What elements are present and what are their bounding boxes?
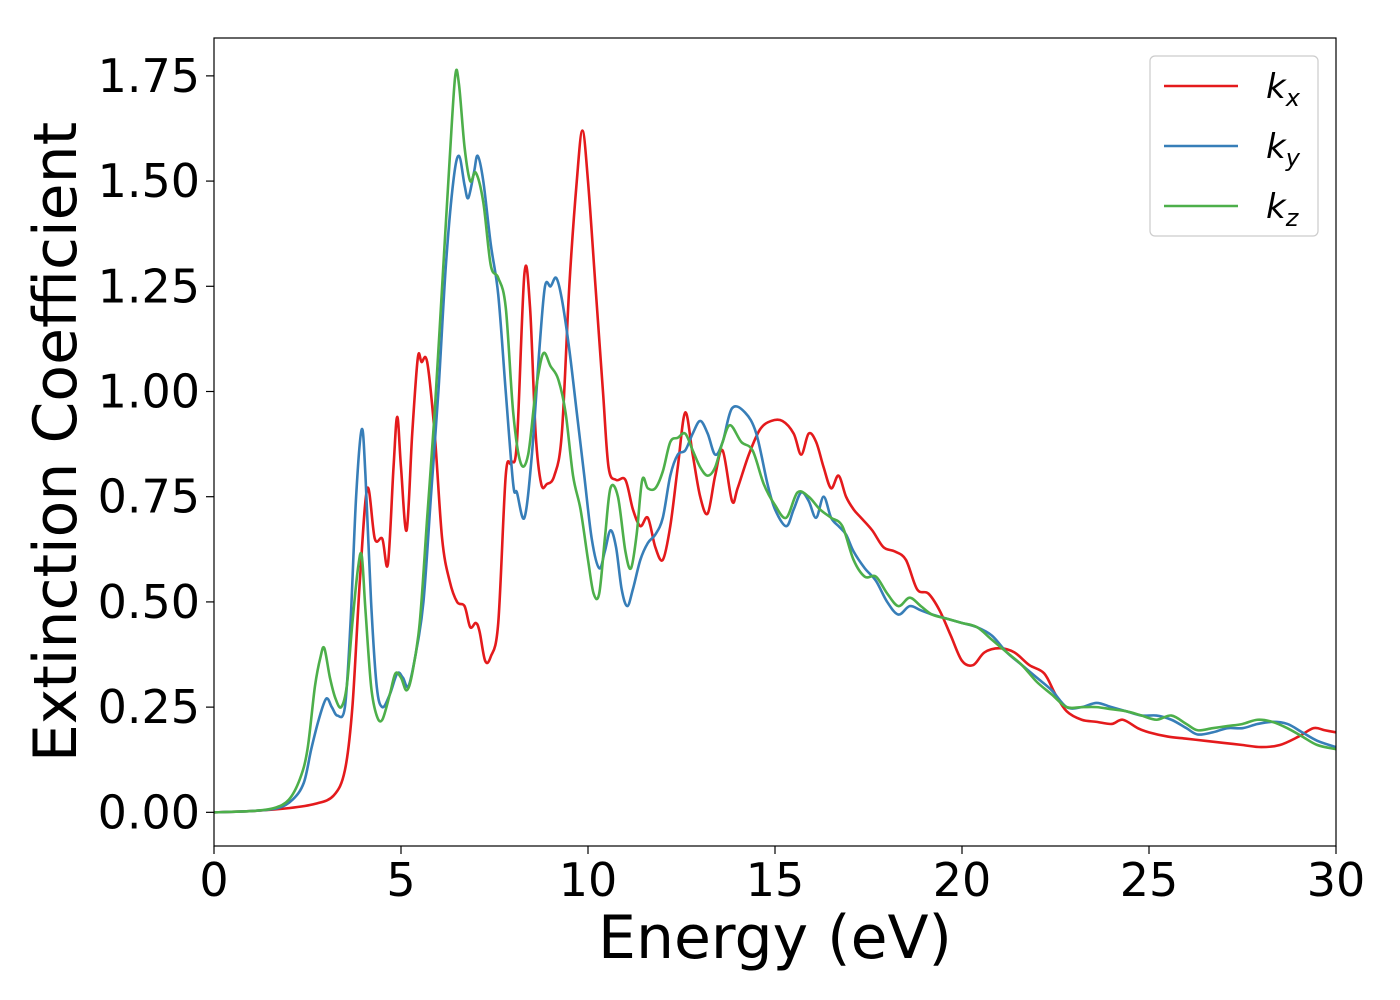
legend-symbol: k bbox=[1266, 127, 1287, 167]
y-axis: 0.00 0.25 0.50 0.75 1.00 1.25 1.50 1.75 bbox=[98, 49, 214, 839]
y-tick-label: 1.50 bbox=[98, 154, 200, 208]
y-tick-label: 0.75 bbox=[98, 470, 200, 524]
x-tick-label: 5 bbox=[386, 853, 415, 907]
series-line-kx bbox=[214, 129, 1336, 814]
y-tick-label: 1.75 bbox=[98, 49, 200, 103]
y-tick-label: 0.25 bbox=[98, 680, 200, 734]
y-axis-title: Extinction Coefficient bbox=[21, 122, 91, 762]
legend-label-kz: kz bbox=[1266, 187, 1300, 232]
x-tick-label: 0 bbox=[199, 853, 228, 907]
x-tick-label: 30 bbox=[1307, 853, 1366, 907]
legend-subscript: x bbox=[1285, 84, 1301, 112]
series-layer bbox=[214, 68, 1336, 814]
x-tick-label: 10 bbox=[559, 853, 618, 907]
x-tick-label: 20 bbox=[933, 853, 992, 907]
legend-subscript: y bbox=[1285, 144, 1301, 172]
legend-symbol: k bbox=[1266, 187, 1287, 227]
y-tick-label: 0.00 bbox=[98, 785, 200, 839]
x-axis-title: Energy (eV) bbox=[598, 903, 952, 973]
x-tick-label: 15 bbox=[746, 853, 805, 907]
plot-area-background bbox=[214, 38, 1336, 846]
series-line-ky bbox=[214, 154, 1336, 814]
legend-label-kx: kx bbox=[1266, 67, 1301, 112]
legend-symbol: k bbox=[1266, 67, 1287, 107]
x-axis: 0 5 10 15 20 25 30 bbox=[199, 846, 1365, 907]
y-tick-label: 1.00 bbox=[98, 365, 200, 419]
legend-subscript: z bbox=[1285, 204, 1300, 232]
x-tick-label: 25 bbox=[1120, 853, 1179, 907]
y-tick-label: 0.50 bbox=[98, 575, 200, 629]
y-tick-label: 1.25 bbox=[98, 259, 200, 313]
legend-label-ky: ky bbox=[1266, 127, 1301, 172]
series-line-kz bbox=[214, 68, 1336, 814]
